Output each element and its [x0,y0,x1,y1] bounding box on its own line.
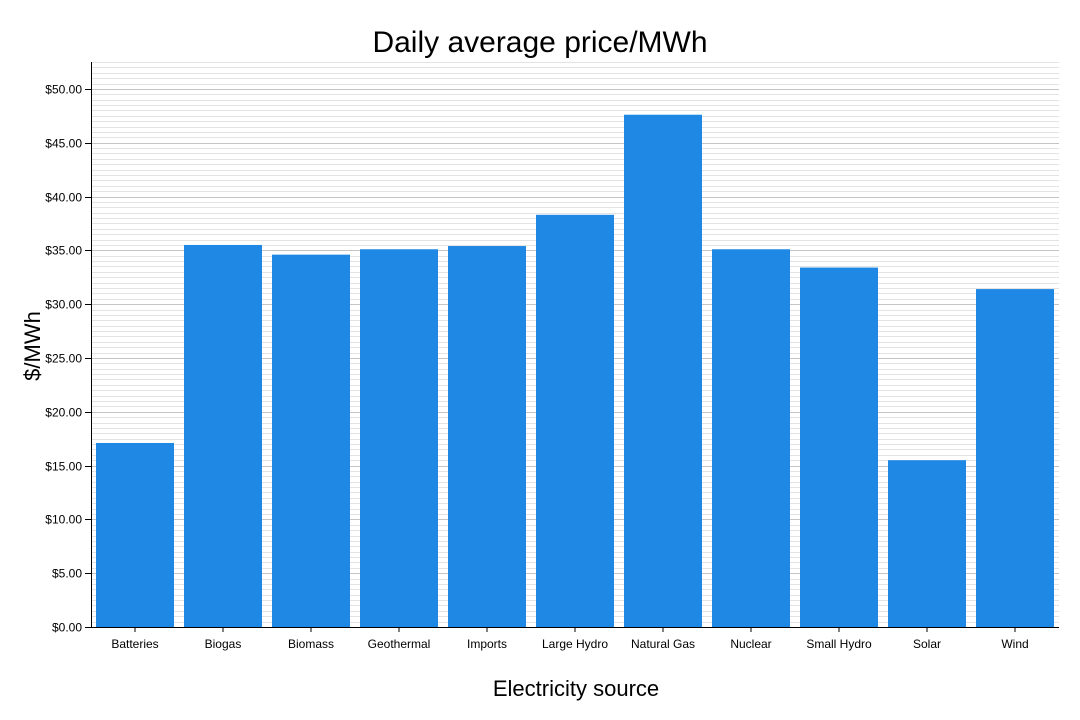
y-tick-label: $40.00 [45,191,82,205]
x-tick-label: Nuclear [730,637,771,651]
y-tick-label: $50.00 [45,83,82,97]
x-tick-label: Large Hydro [542,637,608,651]
y-tick-label: $20.00 [45,406,82,420]
y-tick-label: $10.00 [45,513,82,527]
y-tick-label: $0.00 [52,621,82,635]
bar-wind [976,289,1054,627]
x-tick-label: Small Hydro [806,637,872,651]
y-axis-title: $/MWh [20,311,45,381]
y-axis: $0.00 $5.00 $10.00 $15.00 $20.00 $25.00 $30.00… [45,62,92,635]
y-tick-label: $45.00 [45,137,82,151]
y-tick-label: $15.00 [45,460,82,474]
x-tick-label: Biomass [288,637,334,651]
x-tick-label: Biogas [205,637,242,651]
x-axis: Batteries Biogas Biomass Geothermal Imports L… [91,627,1059,651]
bar-solar [888,460,966,627]
y-tick-label: $30.00 [45,298,82,312]
x-tick-label: Natural Gas [631,637,695,651]
y-tick-label: $5.00 [52,567,82,581]
x-tick-label: Wind [1001,637,1028,651]
x-tick-label: Solar [913,637,941,651]
bar-imports [448,246,526,627]
bars [96,114,1054,628]
x-axis-title: Electricity source [493,676,659,701]
chart-title: Daily average price/MWh [372,26,707,59]
bar-nuclear [712,249,790,627]
bar-batteries [96,442,174,627]
bar-biomass [272,254,350,627]
x-tick-label: Imports [467,637,507,651]
x-tick-label: Batteries [111,637,158,651]
y-tick-label: $25.00 [45,352,82,366]
y-tick-label: $35.00 [45,244,82,258]
bar-natural-gas [624,114,702,627]
bar-small-hydro [800,267,878,627]
bar-large-hydro [536,214,614,628]
bar-biogas [184,244,262,627]
bar-geothermal [360,249,438,627]
x-tick-label: Geothermal [368,637,431,651]
